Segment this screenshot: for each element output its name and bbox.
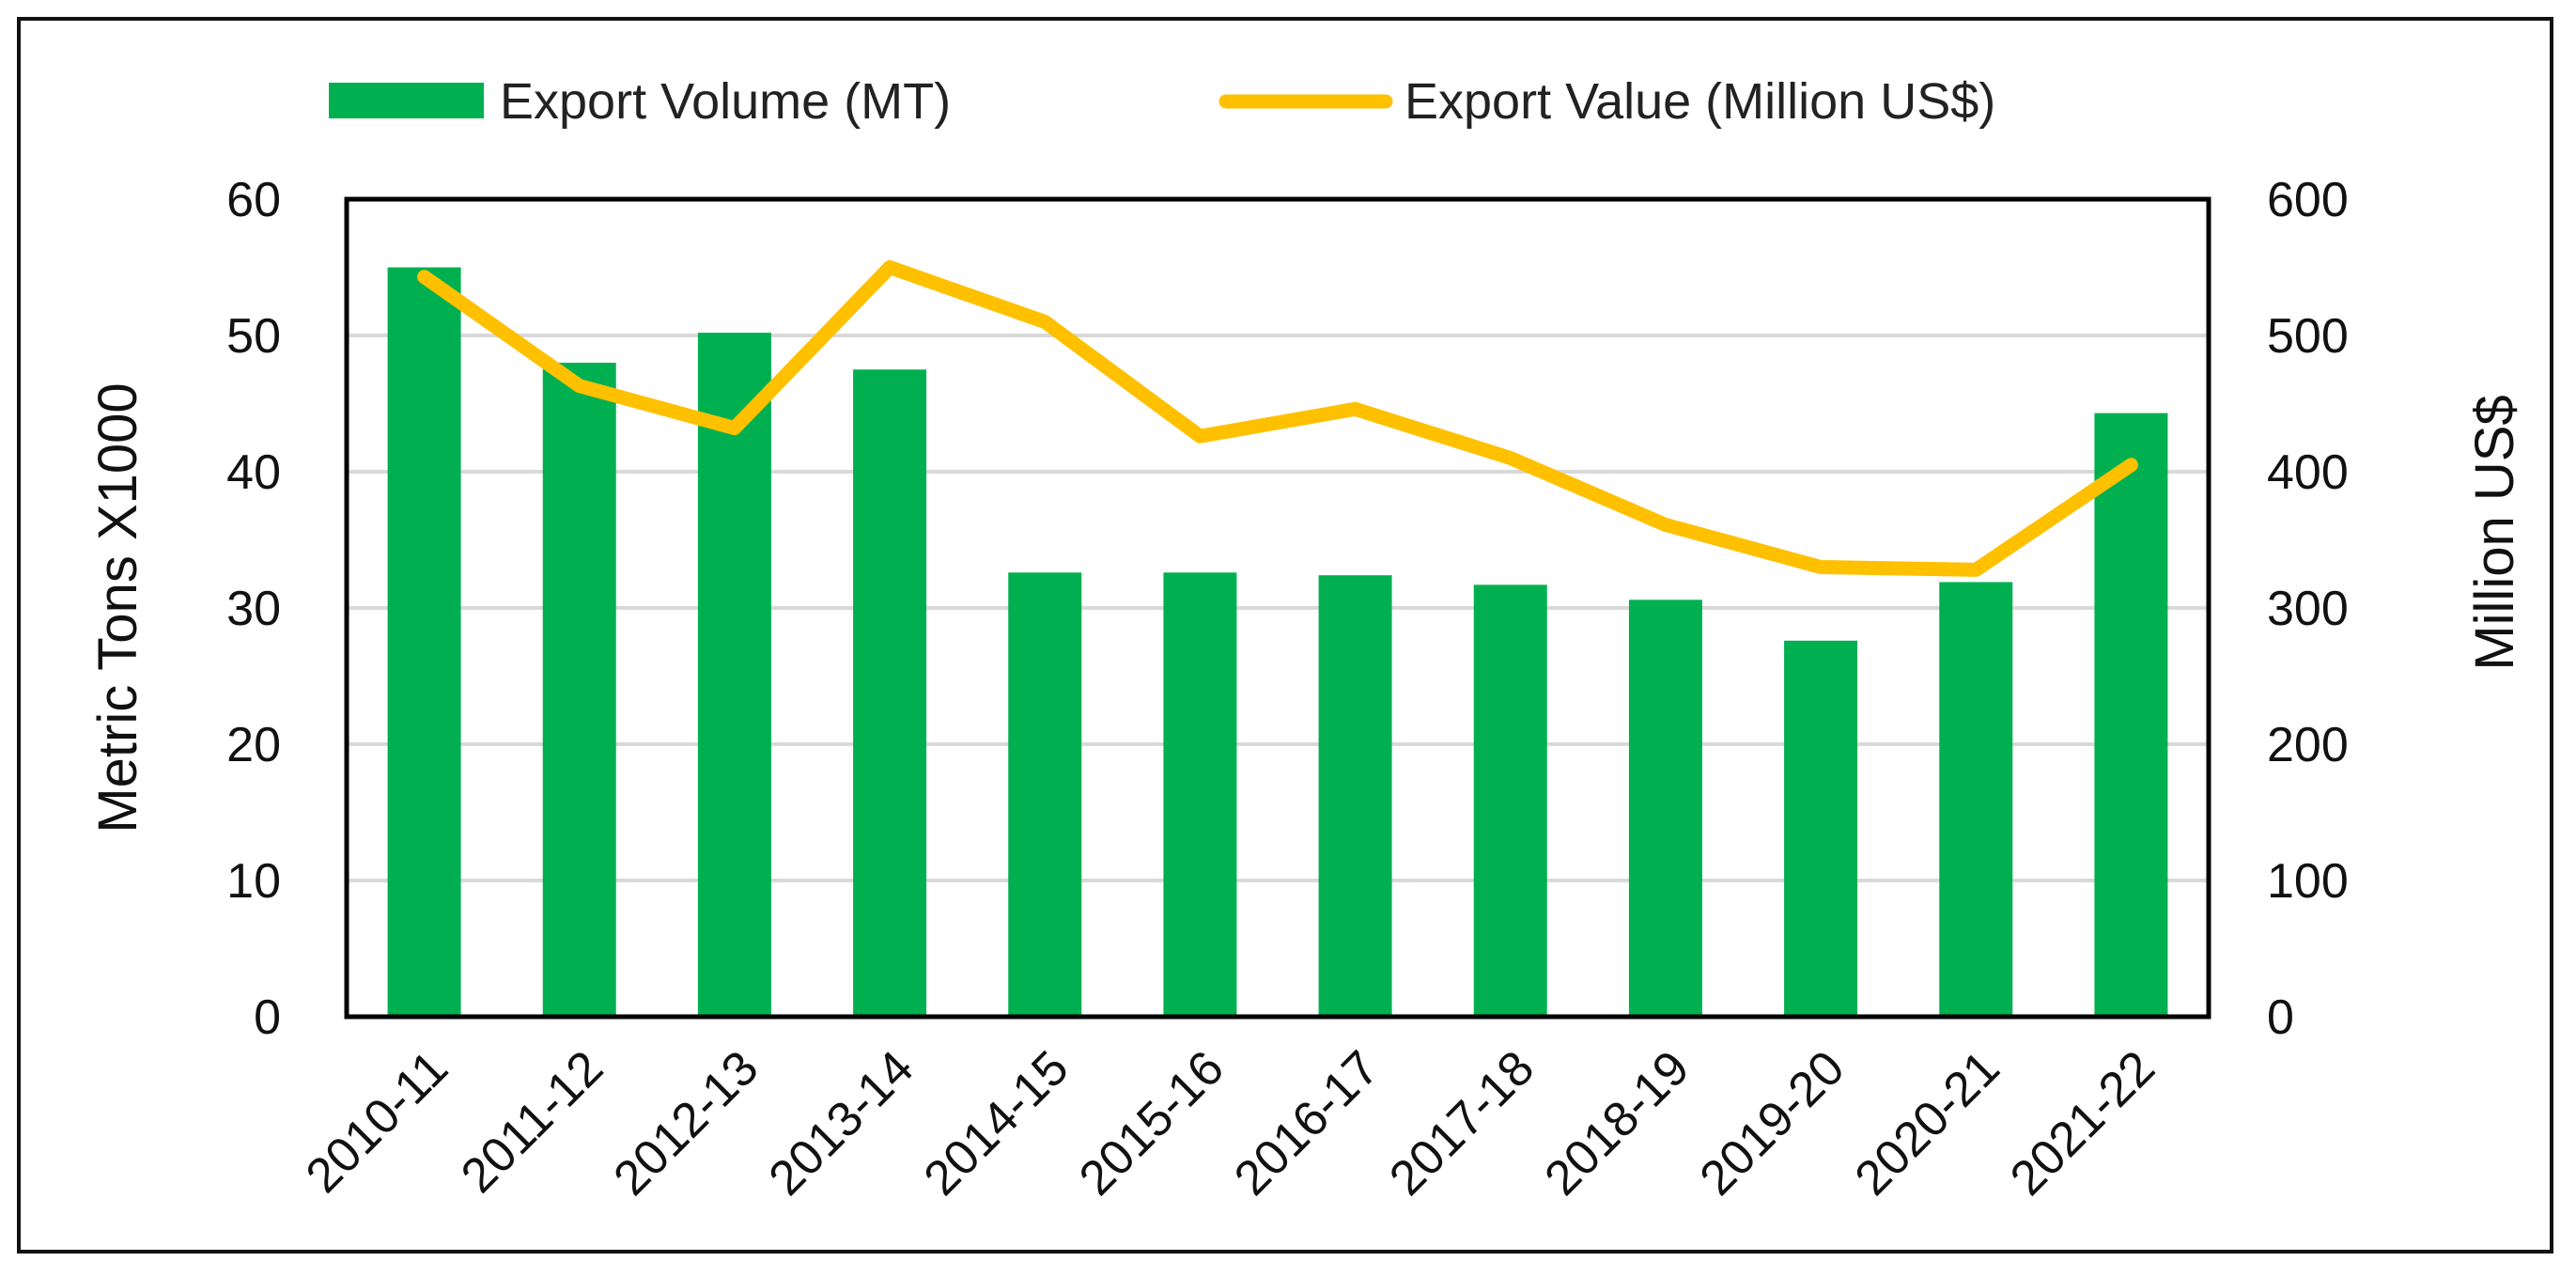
bar	[1784, 640, 1858, 1017]
y2-tick-label: 0	[2267, 990, 2294, 1045]
y2-tick-label: 300	[2267, 582, 2349, 636]
y-tick-label: 10	[226, 854, 281, 909]
bar	[1008, 572, 1082, 1017]
y-tick-label: 20	[226, 718, 281, 772]
plot-area-border	[344, 196, 2211, 1020]
x-tick-label: 2015-16	[1069, 1040, 1234, 1206]
x-tick-label: 2019-20	[1690, 1040, 1855, 1206]
bar	[1163, 572, 1237, 1017]
line-series	[417, 260, 2138, 577]
legend-label-value: Export Value (Million US$)	[1404, 73, 1995, 130]
gridlines	[347, 334, 2209, 882]
x-tick-label: 2014-15	[914, 1040, 1079, 1206]
legend-label-volume: Export Volume (MT)	[500, 73, 951, 130]
legend-swatch-volume	[329, 83, 484, 118]
bar	[697, 333, 771, 1018]
x-tick-label: 2011-12	[451, 1040, 613, 1203]
bar	[1939, 582, 2013, 1017]
legend: Export Volume (MT) Export Value (Million…	[329, 73, 1995, 130]
y-tick-label: 40	[226, 445, 281, 500]
bar	[853, 369, 927, 1017]
x-tick-label: 2018-19	[1534, 1040, 1699, 1206]
y-tick-label: 60	[226, 173, 281, 227]
x-tick-label: 2013-14	[759, 1040, 924, 1206]
bar	[1473, 584, 1547, 1017]
right-axis-ticks: 0 100 200 300 400 500 600	[2267, 173, 2349, 1045]
y2-tick-label: 100	[2267, 854, 2349, 909]
x-tick-label: 2017-18	[1379, 1040, 1544, 1206]
x-tick-label: 2020-21	[1845, 1040, 2010, 1206]
x-tick-label: 2010-11	[296, 1040, 458, 1203]
left-axis-ticks: 0 10 20 30 40 50 60	[226, 173, 281, 1045]
y2-tick-label: 400	[2267, 445, 2349, 500]
x-tick-label: 2016-17	[1224, 1040, 1389, 1206]
bar	[1628, 600, 1702, 1017]
y2-tick-label: 200	[2267, 718, 2349, 772]
bar	[2094, 413, 2168, 1017]
chart-frame	[17, 17, 2553, 1254]
y-tick-label: 30	[226, 582, 281, 636]
x-tick-label: 2012-13	[603, 1040, 768, 1206]
bar	[542, 363, 616, 1017]
y2-tick-label: 500	[2267, 309, 2349, 364]
x-axis-ticks: 2010-112011-122012-132013-142014-152015-…	[296, 1040, 2165, 1206]
y2-tick-label: 600	[2267, 173, 2349, 227]
bar	[387, 267, 461, 1017]
left-axis-title: Metric Tons X1000	[87, 382, 148, 833]
bar-series	[387, 267, 2168, 1018]
value-line	[417, 260, 2138, 577]
bar	[1318, 575, 1392, 1017]
y-tick-label: 0	[254, 990, 281, 1045]
y-tick-label: 50	[226, 309, 281, 364]
x-tick-label: 2021-22	[2000, 1040, 2165, 1206]
right-axis-title: Million US$	[2464, 395, 2525, 670]
